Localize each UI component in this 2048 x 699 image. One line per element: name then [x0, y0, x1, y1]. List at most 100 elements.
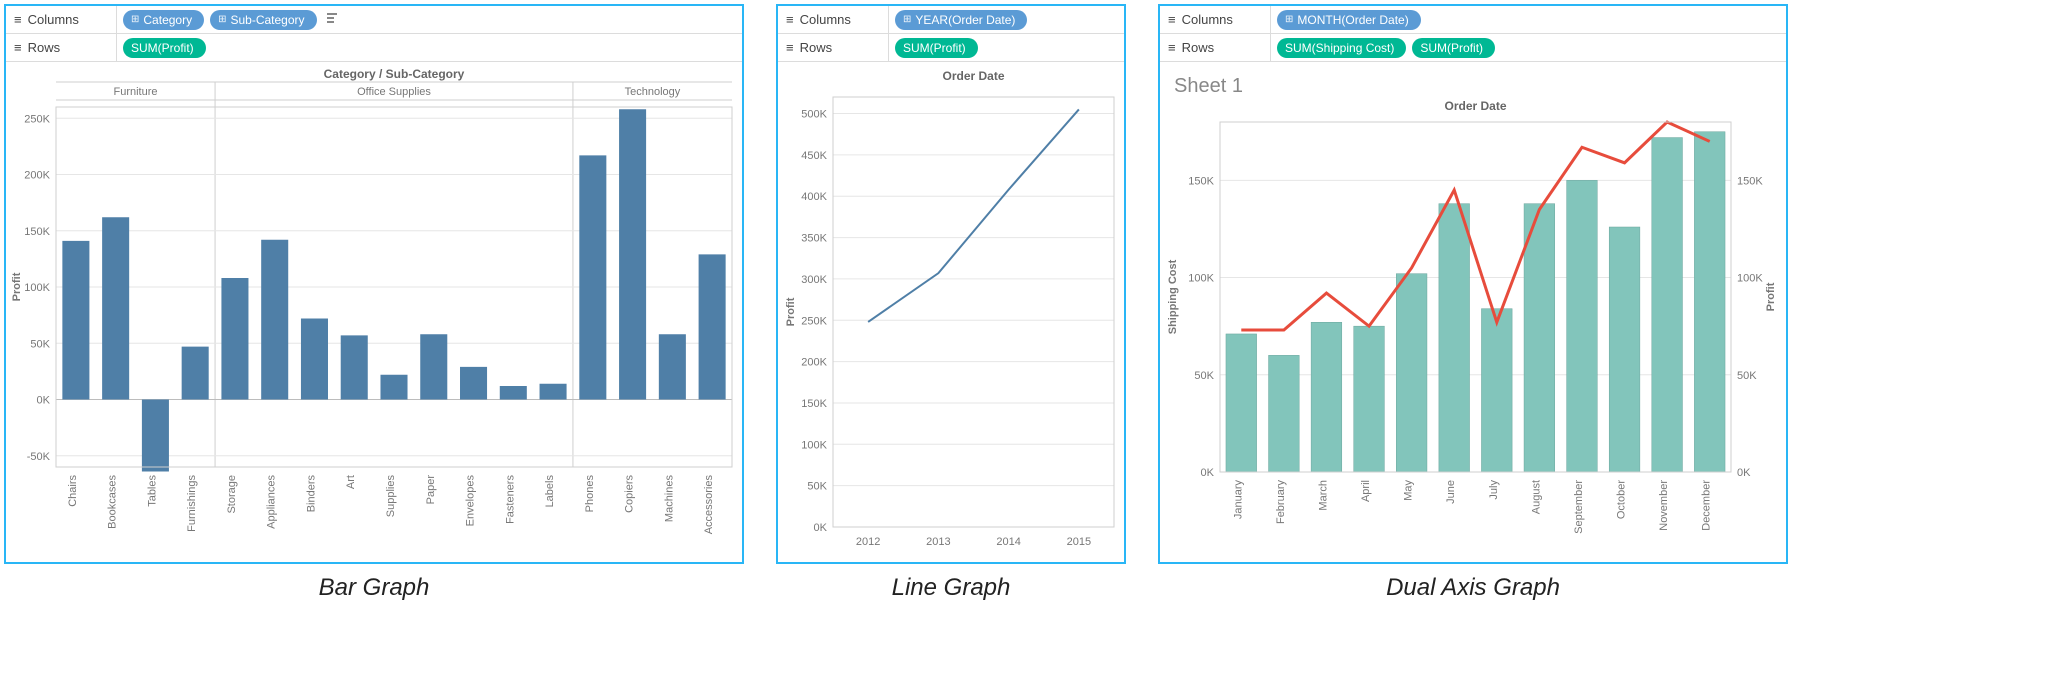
svg-text:2015: 2015: [1067, 536, 1091, 548]
dual-chart-area: Sheet 1Order Date0K0K50K50K100K100K150K1…: [1160, 62, 1786, 562]
columns-shelf: ≡ Columns ⊞YEAR(Order Date): [778, 6, 1124, 34]
rows-shelf-label: ≡ Rows: [1160, 40, 1270, 55]
svg-text:2012: 2012: [856, 536, 880, 548]
bar: [1481, 309, 1512, 472]
svg-text:2013: 2013: [926, 536, 950, 548]
svg-text:100K: 100K: [1188, 273, 1214, 285]
bar: [1354, 326, 1385, 472]
svg-text:0K: 0K: [1201, 467, 1215, 479]
svg-text:400K: 400K: [801, 191, 827, 203]
svg-text:Tables: Tables: [146, 475, 158, 507]
rows-shelf-pills: SUM(Profit): [888, 34, 1124, 61]
svg-text:Profit: Profit: [785, 297, 797, 326]
svg-text:April: April: [1360, 480, 1372, 502]
field-pill[interactable]: ⊞Category: [123, 10, 204, 30]
svg-text:Appliances: Appliances: [266, 475, 278, 529]
line-panel: ≡ Columns ⊞YEAR(Order Date) ≡ Rows SUM(P…: [776, 4, 1126, 564]
pill-icon: ⊞: [1285, 14, 1293, 25]
svg-text:Profit: Profit: [1765, 282, 1777, 311]
svg-text:Phones: Phones: [584, 475, 596, 513]
svg-text:Paper: Paper: [425, 475, 437, 505]
columns-icon: ≡: [14, 12, 22, 27]
svg-text:Office Supplies: Office Supplies: [357, 86, 431, 98]
columns-shelf-label: ≡ Columns: [778, 12, 888, 27]
dual-caption: Dual Axis Graph: [1386, 574, 1560, 602]
svg-text:0K: 0K: [1737, 467, 1751, 479]
columns-shelf-pills: ⊞YEAR(Order Date): [888, 6, 1124, 33]
field-pill[interactable]: SUM(Shipping Cost): [1277, 38, 1406, 58]
svg-text:Order Date: Order Date: [942, 69, 1004, 83]
dual-panel: ≡ Columns ⊞MONTH(Order Date) ≡ Rows SUM(…: [1158, 4, 1788, 564]
rows-icon: ≡: [1168, 40, 1176, 55]
svg-text:March: March: [1317, 480, 1329, 511]
bar-chart-svg: Category / Sub-CategoryFurnitureOffice S…: [6, 62, 742, 562]
svg-text:February: February: [1275, 480, 1287, 525]
bar: [1524, 204, 1555, 472]
sort-icon[interactable]: [325, 11, 343, 29]
svg-text:September: September: [1573, 480, 1585, 534]
columns-shelf-pills: ⊞Category ⊞Sub-Category: [116, 6, 742, 33]
bar: [1652, 138, 1683, 472]
svg-text:350K: 350K: [801, 233, 827, 245]
svg-text:100K: 100K: [1737, 273, 1763, 285]
svg-text:-50K: -50K: [27, 451, 51, 463]
bar: [699, 254, 726, 399]
bar-panel: ≡ Columns ⊞Category⊞Sub-Category ≡ Rows …: [4, 4, 744, 564]
svg-text:Art: Art: [345, 475, 357, 489]
bar: [460, 367, 487, 400]
field-pill[interactable]: ⊞ MONTH(Order Date): [1277, 10, 1421, 30]
bar: [142, 400, 169, 472]
rows-shelf: ≡ Rows SUM(Profit): [778, 34, 1124, 62]
field-pill[interactable]: SUM(Profit): [123, 38, 206, 58]
pill-label: SUM(Profit): [1420, 41, 1483, 55]
svg-text:Binders: Binders: [305, 475, 317, 513]
svg-text:Technology: Technology: [625, 86, 681, 98]
svg-text:July: July: [1488, 480, 1500, 500]
svg-text:150K: 150K: [24, 226, 50, 238]
bar-chart-area: Category / Sub-CategoryFurnitureOffice S…: [6, 62, 742, 562]
line-series: [868, 109, 1079, 322]
svg-text:100K: 100K: [24, 282, 50, 294]
svg-text:200K: 200K: [801, 357, 827, 369]
svg-text:300K: 300K: [801, 274, 827, 286]
rows-shelf: ≡ Rows SUM(Shipping Cost) SUM(Profit): [1160, 34, 1786, 62]
rows-label-text: Rows: [800, 40, 833, 55]
svg-text:0K: 0K: [814, 522, 828, 534]
svg-text:250K: 250K: [801, 315, 827, 327]
svg-text:150K: 150K: [1737, 175, 1763, 187]
field-pill[interactable]: SUM(Profit): [895, 38, 978, 58]
svg-text:Storage: Storage: [226, 475, 238, 514]
svg-text:0K: 0K: [37, 395, 51, 407]
svg-text:Envelopes: Envelopes: [465, 475, 477, 527]
bar: [1567, 180, 1598, 472]
columns-label-text: Columns: [800, 12, 851, 27]
svg-text:50K: 50K: [807, 481, 827, 493]
svg-text:October: October: [1616, 480, 1628, 519]
svg-text:Fasteners: Fasteners: [504, 475, 516, 524]
bar: [102, 217, 129, 399]
svg-text:150K: 150K: [801, 398, 827, 410]
svg-text:Furniture: Furniture: [114, 86, 158, 98]
svg-text:50K: 50K: [30, 338, 50, 350]
rows-shelf-pills: SUM(Shipping Cost) SUM(Profit): [1270, 34, 1786, 61]
svg-text:Labels: Labels: [544, 475, 556, 508]
rows-label-text: Rows: [28, 40, 61, 55]
columns-label-text: Columns: [28, 12, 79, 27]
field-pill[interactable]: ⊞Sub-Category: [210, 10, 316, 30]
line-caption: Line Graph: [892, 574, 1011, 602]
svg-text:Shipping Cost: Shipping Cost: [1167, 259, 1179, 334]
svg-text:January: January: [1232, 480, 1244, 520]
rows-icon: ≡: [14, 40, 22, 55]
svg-text:Supplies: Supplies: [385, 475, 397, 518]
columns-shelf: ≡ Columns ⊞MONTH(Order Date): [1160, 6, 1786, 34]
bar-caption: Bar Graph: [319, 574, 430, 602]
svg-text:November: November: [1658, 480, 1670, 531]
svg-text:2014: 2014: [996, 536, 1020, 548]
bar: [1694, 132, 1725, 472]
field-pill[interactable]: ⊞YEAR(Order Date): [895, 10, 1027, 30]
field-pill[interactable]: SUM(Profit): [1412, 38, 1495, 58]
bar: [341, 335, 368, 399]
svg-text:Copiers: Copiers: [624, 475, 636, 513]
columns-icon: ≡: [786, 12, 794, 27]
pill-label: MONTH(Order Date): [1297, 13, 1408, 27]
